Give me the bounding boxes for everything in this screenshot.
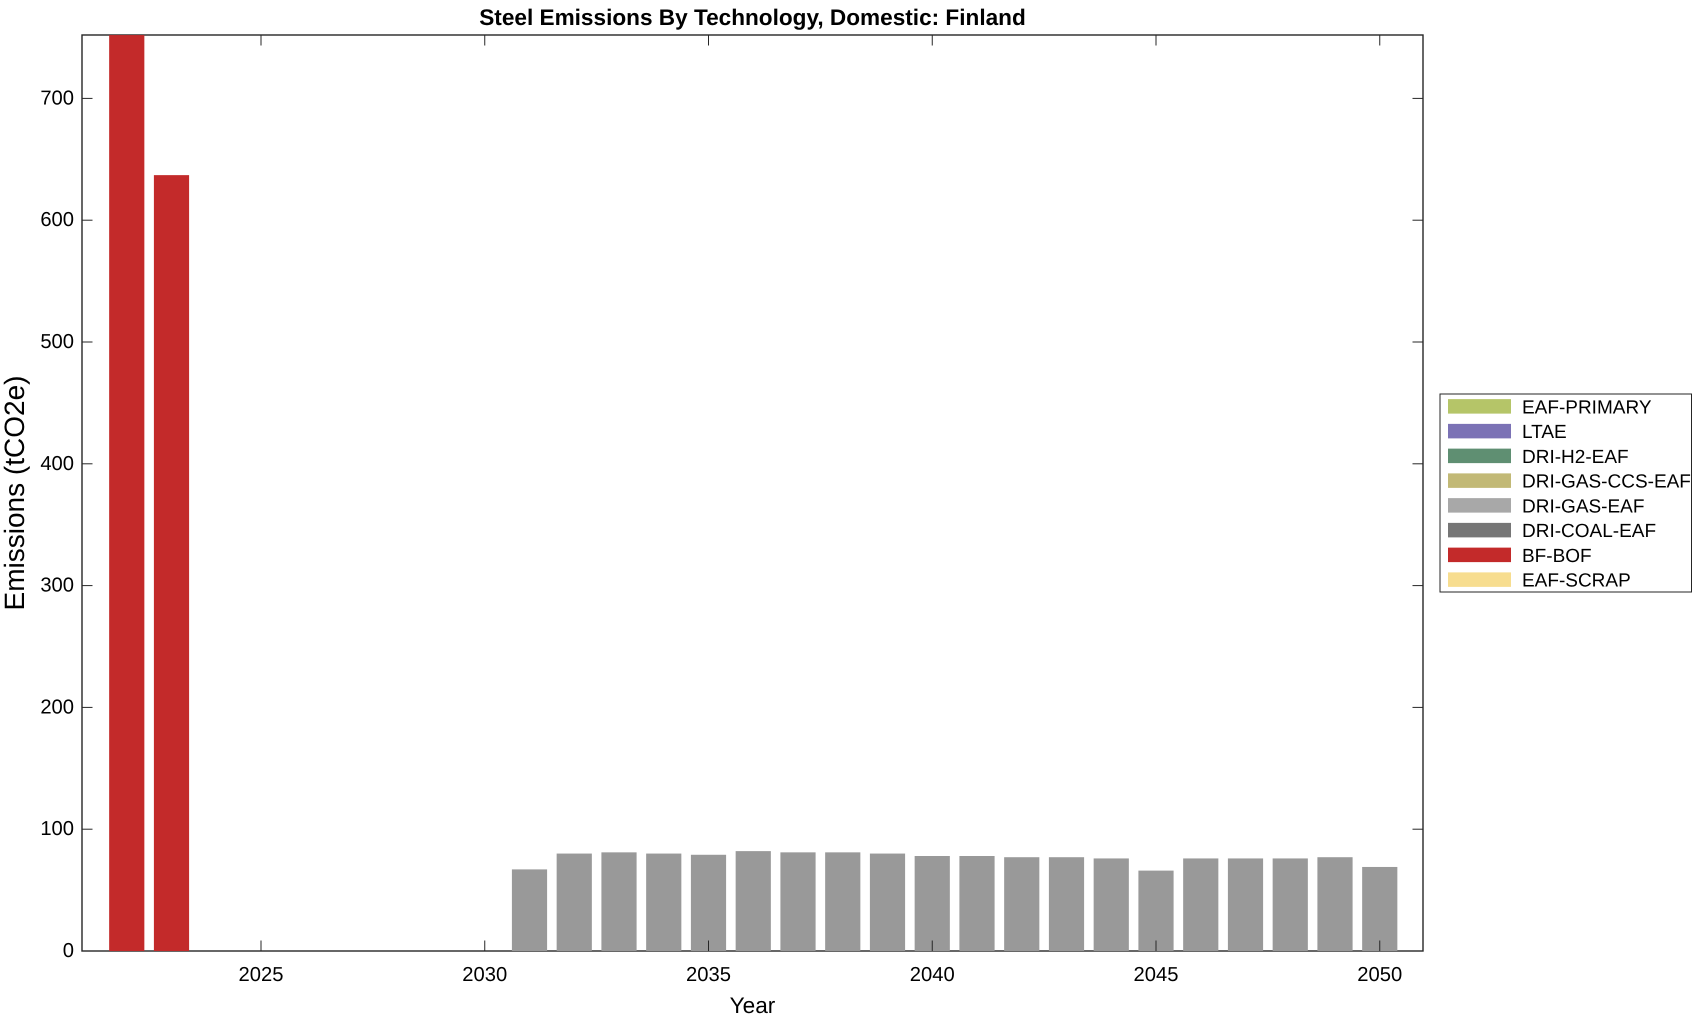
svg-text:DRI-H2-EAF: DRI-H2-EAF <box>1522 447 1629 468</box>
svg-text:DRI-GAS-CCS-EAF: DRI-GAS-CCS-EAF <box>1522 472 1691 493</box>
svg-text:300: 300 <box>40 575 74 597</box>
svg-text:0: 0 <box>63 940 74 962</box>
svg-text:DRI-GAS-EAF: DRI-GAS-EAF <box>1522 496 1644 517</box>
svg-text:700: 700 <box>40 87 74 109</box>
svg-text:200: 200 <box>40 696 74 718</box>
svg-text:Steel Emissions By Technology,: Steel Emissions By Technology, Domestic:… <box>479 5 1026 30</box>
svg-text:600: 600 <box>40 209 74 231</box>
svg-text:100: 100 <box>40 818 74 840</box>
svg-text:2040: 2040 <box>910 964 955 986</box>
svg-text:EAF-PRIMARY: EAF-PRIMARY <box>1522 397 1652 418</box>
svg-text:BF-BOF: BF-BOF <box>1522 546 1592 567</box>
svg-text:2050: 2050 <box>1357 964 1402 986</box>
svg-text:Emissions (tCO2e): Emissions (tCO2e) <box>0 376 30 611</box>
svg-text:2030: 2030 <box>462 964 507 986</box>
svg-text:2035: 2035 <box>686 964 731 986</box>
svg-text:DRI-COAL-EAF: DRI-COAL-EAF <box>1522 521 1656 542</box>
svg-text:400: 400 <box>40 453 74 475</box>
svg-text:500: 500 <box>40 331 74 353</box>
svg-text:LTAE: LTAE <box>1522 422 1567 443</box>
svg-text:2045: 2045 <box>1134 964 1179 986</box>
svg-text:Year: Year <box>730 993 776 1018</box>
svg-text:EAF-SCRAP: EAF-SCRAP <box>1522 571 1631 592</box>
svg-text:2025: 2025 <box>239 964 284 986</box>
